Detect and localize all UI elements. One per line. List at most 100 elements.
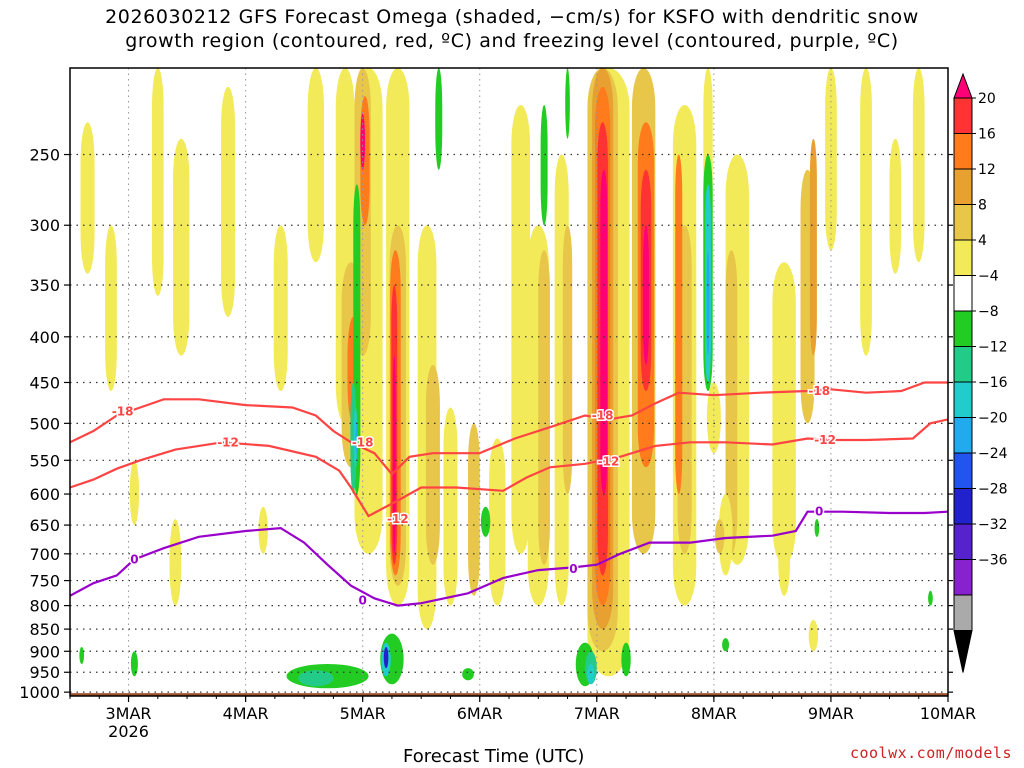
y-tick-label: 400 (29, 328, 60, 347)
axes: 250 300 350 400 450 500 550 600 650 700 750 800 850 9… (19, 146, 976, 741)
y-tick-label: 750 (29, 572, 60, 591)
contour-label-freezing0: 0 (357, 592, 368, 609)
colorbar-swatch (953, 168, 973, 205)
colorbar-label: −28 (978, 482, 1008, 498)
contour-label-text: -12 (387, 512, 409, 526)
x-tick-label: 7MAR (574, 704, 620, 723)
y-tick-label: 250 (29, 146, 60, 165)
x-tick-sublabel: 2026 (108, 722, 149, 741)
contour-label-text: -18 (808, 384, 830, 398)
y-tick-label: 350 (29, 276, 60, 295)
contour-label-text: -12 (217, 435, 239, 449)
x-tick-label: 4MAR (223, 704, 269, 723)
omega-cell (621, 642, 631, 677)
x-tick-label: 6MAR (457, 704, 503, 723)
colorbar-swatch (953, 559, 973, 596)
x-tick-label: 5MAR (340, 704, 386, 723)
colorbar-swatch (953, 204, 973, 241)
omega-cell (425, 364, 440, 565)
contour-label-freezing0: 0 (814, 503, 825, 520)
colorbar-swatch (953, 594, 973, 631)
omega-cell (540, 104, 548, 226)
omega-cell (435, 68, 443, 170)
omega-cell (814, 519, 820, 537)
contour-label-minus18: -18 (807, 383, 832, 400)
omega-cell (511, 104, 531, 554)
colorbar-label: 8 (978, 198, 987, 214)
colorbar-swatch (953, 523, 973, 560)
omega-cell (643, 225, 649, 365)
colorbar-bottom-arrow (953, 630, 973, 673)
contour-label-minus18: -18 (110, 403, 135, 420)
colorbar-swatch (953, 97, 973, 134)
contour-label-text: 0 (130, 552, 138, 566)
omega-cell (480, 506, 491, 537)
contour-freezing0 (70, 510, 948, 607)
omega-cell (600, 169, 608, 495)
y-tick-label: 300 (29, 216, 60, 235)
colorbar-label: −16 (978, 375, 1008, 391)
contour-label-minus18: -18 (350, 434, 375, 451)
omega-cell (307, 68, 325, 263)
omega-cell (298, 670, 334, 687)
contour-label-minus18: -18 (590, 407, 615, 424)
colorbar-swatch (953, 452, 973, 489)
y-tick-label: 550 (29, 451, 60, 470)
contour-label-text: -18 (112, 405, 134, 419)
chart-title-line-1: 2026030212 GFS Forecast Omega (shaded, −… (105, 6, 919, 28)
contour-label-text: -18 (352, 435, 374, 449)
y-tick-label: 950 (29, 663, 60, 682)
omega-cell (151, 68, 164, 296)
colorbar-label: −24 (978, 446, 1008, 462)
colorbar-swatch (953, 133, 973, 170)
omega-cell (169, 519, 182, 606)
omega-cell (715, 519, 725, 554)
colorbar-swatch (953, 417, 973, 454)
omega-cell (725, 250, 738, 554)
colorbar-swatch (953, 275, 973, 312)
chart-title-line-2: growth region (contoured, red, ºC) and f… (125, 30, 899, 52)
omega-cell (675, 154, 683, 495)
contour-label-text: 0 (815, 505, 823, 519)
omega-cell (489, 438, 506, 606)
y-tick-label: 450 (29, 373, 60, 392)
omega-cell (778, 531, 790, 596)
contour-label-minus12: -12 (385, 511, 410, 528)
omega-cell (105, 225, 117, 392)
y-tick-label: 500 (29, 414, 60, 433)
omega-cell (392, 355, 396, 554)
omega-cell (928, 590, 933, 606)
omega-cell (468, 423, 480, 596)
omega-cell (462, 668, 474, 681)
omega-cell (860, 68, 872, 356)
colorbar: 20 16 12 8 4 −4 −8 −12 −16 −20 −24 −28 −32 −36 (953, 72, 1008, 673)
contour-label-text: -12 (598, 455, 620, 469)
contour-minus18 (70, 381, 948, 476)
colorbar-swatch (953, 239, 973, 276)
contour-label-text: -18 (592, 409, 614, 423)
contour-label-freezing0: 0 (129, 551, 140, 568)
watermark: coolwx.com/models (849, 744, 1012, 762)
colorbar-label: 16 (978, 127, 996, 143)
colorbar-label: 12 (978, 162, 996, 178)
x-axis-label: Forecast Time (UTC) (403, 746, 585, 767)
colorbar-top-arrow (953, 72, 973, 99)
omega-cell (565, 68, 570, 139)
y-tick-label: 800 (29, 597, 60, 616)
omega-cell (130, 651, 138, 677)
colorbar-label: −32 (978, 517, 1008, 533)
omega-cell (538, 250, 550, 565)
omega-cell (221, 86, 236, 317)
y-tick-label: 900 (29, 642, 60, 661)
omega-cell (273, 225, 288, 392)
omega-cell (383, 646, 389, 669)
colorbar-label: −12 (978, 340, 1008, 356)
omega-cell (129, 460, 140, 526)
ground-surface (70, 693, 948, 696)
colorbar-swatch (953, 310, 973, 347)
contour-label-text: 0 (358, 594, 366, 608)
y-tick-label: 600 (29, 485, 60, 504)
y-tick-label: 1000 (19, 683, 60, 702)
x-tick-label: 10MAR (920, 704, 976, 723)
colorbar-label: −36 (978, 553, 1008, 569)
